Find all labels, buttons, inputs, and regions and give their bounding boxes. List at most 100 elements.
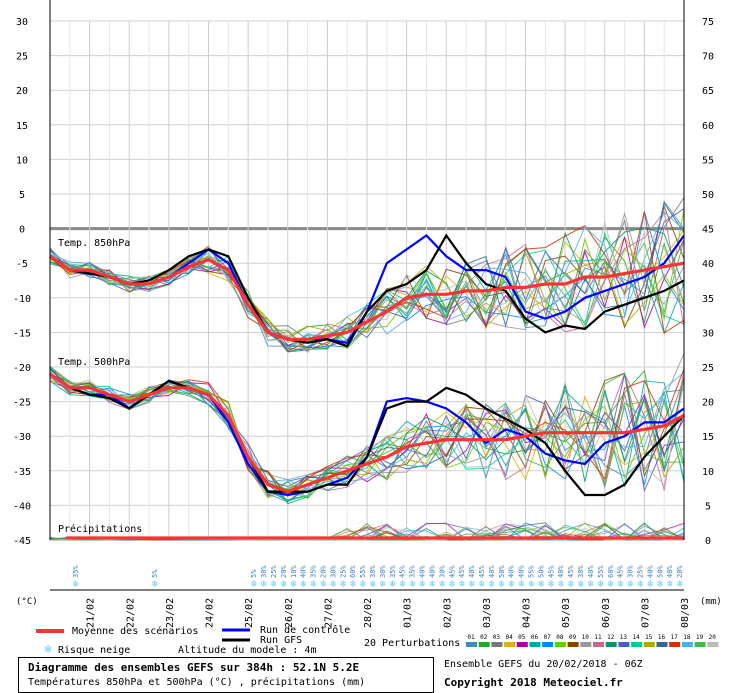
series-line [49, 372, 685, 497]
snow-risk-percent: 55% [359, 565, 367, 578]
left-tick-label: -15 [13, 328, 31, 339]
perturbation-line [49, 379, 685, 497]
snowflake-icon: ❄ [538, 579, 545, 590]
perturbation-swatch [491, 642, 503, 647]
snow-risk-percent: 45% [567, 565, 575, 578]
perturbation-line [49, 231, 685, 350]
perturbation-number: 15 [645, 634, 653, 641]
snow-risk-percent: 40% [646, 565, 654, 578]
date-label: 02/03 [442, 598, 453, 628]
perturbation-line [49, 211, 685, 352]
footer-copyright: Copyright 2018 Meteociel.fr [444, 676, 623, 689]
date-label: 28/02 [363, 598, 374, 628]
perturbation-number: 04 [505, 634, 513, 641]
left-tick-label: 5 [19, 190, 25, 201]
snow-risk-percent: 30% [369, 565, 377, 578]
perturbation-number: 18 [683, 634, 691, 641]
snow-risk-percent: 55% [528, 565, 536, 578]
date-label: 04/03 [522, 598, 533, 628]
perturbation-swatch [631, 642, 643, 647]
snowflake-icon: ❄ [509, 579, 516, 590]
left-tick-label: -40 [13, 501, 31, 512]
right-tick-label: 60 [702, 121, 714, 132]
snow-risk-percent: 45% [458, 565, 466, 578]
left-tick-label: -30 [13, 432, 31, 443]
left-tick-label: -10 [13, 294, 31, 305]
date-label: 24/02 [205, 598, 216, 628]
snow-risk-percent: 35% [409, 565, 417, 578]
right-tick-label: 45 [702, 225, 714, 236]
snow-risk-percent: 20% [676, 565, 684, 578]
left-unit: (°C) [16, 597, 38, 607]
perturbation-number: 09 [569, 634, 577, 641]
perturbation-swatch [669, 642, 681, 647]
snowflake-icon: ❄ [657, 579, 664, 590]
snowflake-icon: ❄ [519, 579, 526, 590]
perturbation-swatch [554, 642, 566, 647]
left-tick-label: 30 [16, 17, 28, 28]
perturbation-number: 08 [556, 634, 564, 641]
snowflake-icon: ❄ [429, 579, 436, 590]
right-tick-label: 75 [702, 17, 714, 28]
snowflake-icon: ❄ [251, 579, 258, 590]
snow-risk-percent: 30% [438, 565, 446, 578]
perturbation-swatch [478, 642, 490, 647]
date-label: 08/03 [680, 598, 691, 628]
perturbation-swatch [593, 642, 604, 647]
left-tick-label: -25 [13, 398, 31, 409]
snow-risk-percent: 30% [329, 565, 337, 578]
snowflake-icon: ❄ [469, 579, 476, 590]
perturbation-number: 05 [518, 634, 526, 641]
snowflake-icon: ❄ [301, 579, 308, 590]
snowflake-icon: ❄ [459, 579, 466, 590]
snowflake-icon: ❄ [588, 579, 595, 590]
snowflake-icon: ❄ [152, 579, 159, 590]
snow-risk-percent: 40% [428, 565, 436, 578]
snow-risk-percent: 5% [250, 569, 258, 578]
right-tick-label: 70 [702, 52, 714, 63]
snow-risk-percent: 40% [557, 565, 565, 578]
perturbation-line [49, 380, 685, 495]
perturbation-number: 06 [531, 634, 539, 641]
right-tick-label: 5 [705, 501, 711, 512]
date-label: 22/02 [125, 598, 136, 628]
snowflake-icon: ❄ [360, 579, 367, 590]
legend-control-label: Run de contrôle [260, 624, 350, 636]
date-label: 26/02 [284, 598, 295, 628]
snow-risk-percent: 50% [537, 565, 545, 578]
left-tick-label: 10 [16, 155, 28, 166]
snowflake-icon: ❄ [420, 579, 427, 590]
right-tick-label: 10 [702, 467, 714, 478]
snowflake-icon: ❄ [390, 579, 397, 590]
snowflake-icon: ❄ [380, 579, 387, 590]
snowflake-icon: ❄ [618, 579, 625, 590]
perturbation-number: 14 [632, 634, 640, 641]
snowflake-icon: ❄ [598, 579, 605, 590]
series-line [49, 233, 685, 348]
right-tick-label: 50 [702, 190, 714, 201]
panel-label-850: Temp. 850hPa [58, 238, 130, 249]
left-tick-label: 20 [16, 86, 28, 97]
snowflake-icon: ❄ [370, 579, 377, 590]
date-label: 05/03 [561, 598, 572, 628]
snow-risk-percent: 45% [478, 565, 486, 578]
snow-risk-percent: 45% [547, 565, 555, 578]
snowflake-icon: ❄ [499, 579, 506, 590]
snow-risk-row: 35%❄5%❄5%❄30%❄25%❄20%❄10%❄40%❄35%❄20%❄30… [72, 565, 684, 590]
snow-risk-percent: 40% [508, 565, 516, 578]
right-tick-label: 30 [702, 328, 714, 339]
date-label: 01/03 [403, 598, 414, 628]
snowflake-icon: ❄ [320, 579, 327, 590]
snowflake-icon: ❄ [340, 579, 347, 590]
snow-risk-percent: 25% [270, 565, 278, 578]
snow-risk-percent: 40% [468, 565, 476, 578]
footer-title: Diagramme des ensembles GEFS sur 384h : … [28, 661, 360, 674]
date-label: 25/02 [244, 598, 255, 628]
perturbation-swatch [504, 642, 516, 647]
snow-risk-percent: 30% [627, 565, 635, 578]
perturbation-number: 20 [709, 634, 717, 641]
right-tick-label: 55 [702, 155, 714, 166]
snowflake-icon: ❄ [528, 579, 535, 590]
